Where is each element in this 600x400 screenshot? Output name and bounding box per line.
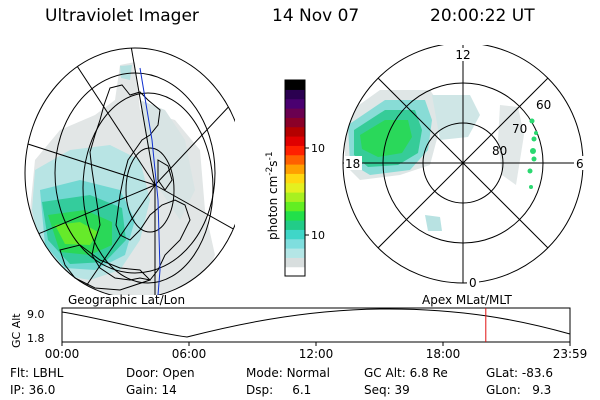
map-caption: Geographic Lat/Lon [68,293,186,307]
colorbar-swatch [285,201,305,212]
polar-grid [342,45,584,284]
colorbar-swatch [285,154,305,165]
mlt-label-12: 12 [455,48,470,62]
colorbar-unit-label: photon cm-2s-1 [265,151,280,240]
status-gain: Gain: 14 [126,383,177,397]
colorbar-swatch [285,173,305,184]
status-glat: GLat: -83.6 [486,366,553,380]
colorbar-swatch [285,266,305,277]
status-filter: Flt: LBHL [10,366,64,380]
orbit-ytick-high: 9.0 [27,308,45,321]
mlt-label-18: 18 [345,157,360,171]
orbit-xtick-0000: 00:00 [45,347,80,361]
status-mode: Mode: Normal [246,366,330,380]
orbit-altitude-plot: GC Alt 9.0 1.8 00:00 06:00 12:00 18:00 2… [10,307,588,361]
colorbar-swatch [285,145,305,156]
polar-caption: Apex MLat/MLT [422,293,512,307]
orbit-xtick-2359: 23:59 [553,347,588,361]
colorbar-swatch [285,126,305,137]
colorbar-swatch [285,80,305,90]
mlat-label-60: 60 [536,98,551,112]
colorbar: 100 10 photon cm-2s-1 [265,79,325,277]
image-time: 20:00:22 UT [430,6,535,26]
geographic-map [24,47,235,295]
orbit-ytick-low: 1.8 [27,332,45,345]
colorbar-swatch [285,136,305,146]
colorbar-swatch [285,257,305,268]
colorbar-swatch [285,210,305,221]
status-ip: IP: 36.0 [10,383,56,397]
colorbar-tick-10: 10 [311,229,325,242]
orbit-xtick-1800: 18:00 [426,347,461,361]
colorbar-swatch [285,192,305,202]
orbit-xtick-1200: 12:00 [299,347,334,361]
image-date: 14 Nov 07 [272,6,360,26]
orbit-xtick-0600: 06:00 [172,347,207,361]
colorbar-swatch [285,164,305,174]
mlt-label-6: 6 [576,157,584,171]
dayside-aurora-dots [527,118,538,189]
colorbar-swatch [285,220,305,230]
colorbar-swatch [285,89,305,100]
orbit-altitude-curve [61,308,571,338]
polar-plot: 12 18 6 0 60 70 80 [342,45,586,290]
status-gc-alt: GC Alt: 6.8 Re [364,366,448,380]
colorbar-scale [285,80,305,277]
status-dsp: Dsp: 6.1 [246,383,312,397]
colorbar-swatch [285,229,305,240]
status-glon: GLon: 9.3 [486,383,552,397]
colorbar-tick-100: 100 [311,142,325,155]
colorbar-swatch [285,248,305,258]
mlat-label-70: 70 [512,122,527,136]
colorbar-swatch [285,238,305,249]
status-door: Door: Open [126,366,195,380]
polar-emission [345,90,524,231]
colorbar-swatch [285,108,305,118]
mlt-label-0: 0 [469,276,477,290]
orbit-ylabel: GC Alt [10,313,23,348]
status-seq: Seq: 39 [364,383,410,397]
terminator-line [139,67,161,295]
colorbar-swatch [285,117,305,128]
colorbar-swatch [285,98,305,109]
instrument-title: Ultraviolet Imager [45,6,199,26]
colorbar-swatch [285,182,305,193]
mlat-label-80: 80 [492,144,507,158]
